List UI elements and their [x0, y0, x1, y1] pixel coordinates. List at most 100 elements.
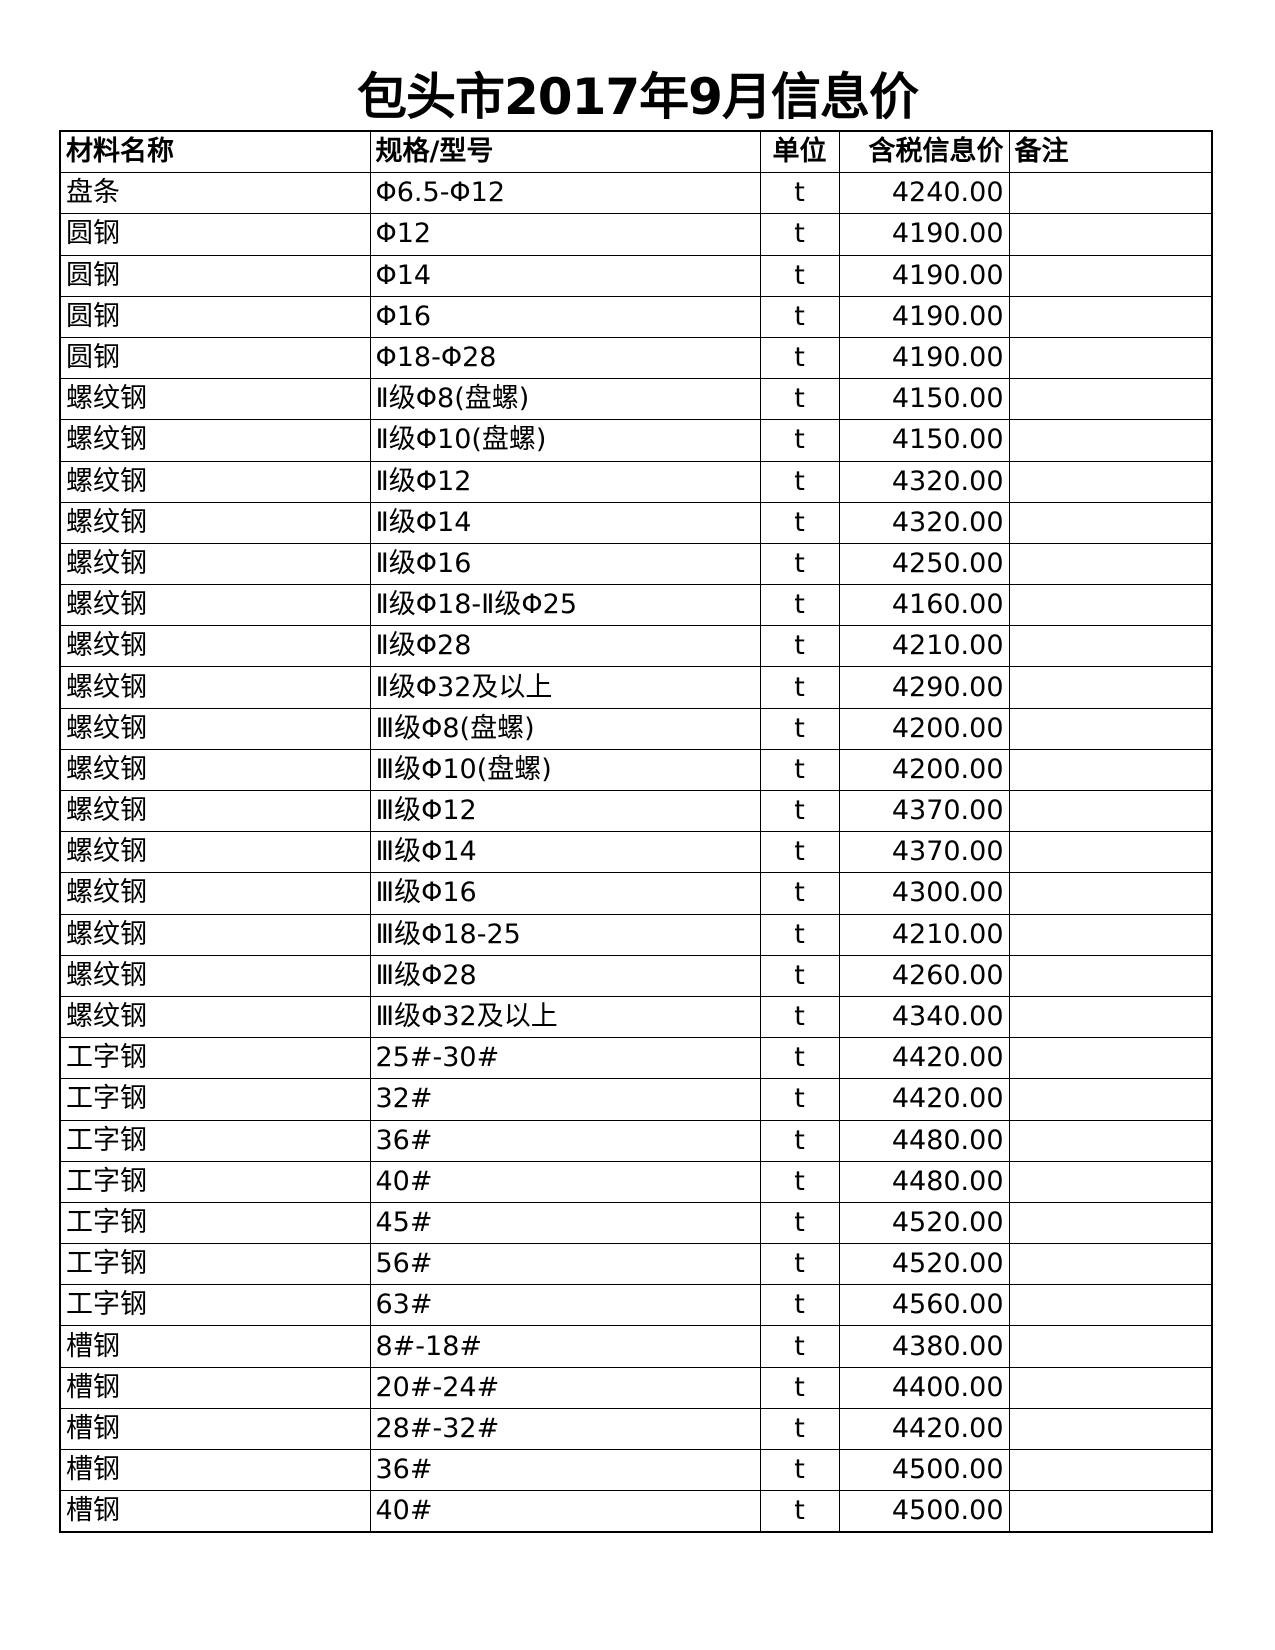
table-row: 工字钢 40# t 4480.00	[59, 1160, 1213, 1203]
cell-unit: t	[759, 378, 840, 421]
cell-material-name: 槽钢	[59, 1366, 371, 1409]
table-row: 工字钢 36# t 4480.00	[59, 1119, 1213, 1162]
cell-price: 4190.00	[838, 254, 1010, 297]
cell-material-name: 盘条	[59, 172, 371, 215]
cell-unit: t	[759, 254, 840, 297]
cell-unit: t	[759, 1490, 840, 1533]
cell-spec: Ⅲ级Φ18-25	[369, 913, 761, 956]
cell-unit: t	[759, 872, 840, 915]
cell-note	[1008, 831, 1213, 874]
cell-price: 4500.00	[838, 1490, 1010, 1533]
cell-unit: t	[759, 419, 840, 462]
table-row: 圆钢 Φ18-Φ28 t 4190.00	[59, 336, 1213, 380]
cell-price: 4420.00	[838, 1037, 1010, 1080]
cell-spec: 40#	[369, 1490, 761, 1533]
cell-unit: t	[759, 460, 840, 503]
cell-price: 4560.00	[838, 1284, 1010, 1327]
cell-spec: Φ14	[369, 254, 761, 297]
cell-material-name: 工字钢	[59, 1284, 371, 1327]
cell-unit: t	[759, 213, 840, 256]
table-row: 圆钢 Φ14 t 4190.00	[59, 254, 1213, 297]
cell-note	[1008, 584, 1213, 627]
cell-spec: Ⅱ级Φ12	[369, 460, 761, 503]
cell-unit: t	[759, 1160, 840, 1203]
table-row: 螺纹钢 Ⅱ级Φ12 t 4320.00	[59, 460, 1213, 503]
cell-material-name: 螺纹钢	[59, 872, 371, 915]
cell-price: 4300.00	[838, 872, 1010, 915]
cell-spec: 8#-18#	[369, 1325, 761, 1368]
cell-spec: 20#-24#	[369, 1366, 761, 1409]
cell-material-name: 圆钢	[59, 254, 371, 297]
cell-note	[1008, 995, 1213, 1039]
cell-note	[1008, 1490, 1213, 1533]
cell-note	[1008, 666, 1213, 709]
cell-material-name: 工字钢	[59, 1160, 371, 1203]
cell-unit: t	[759, 1119, 840, 1162]
cell-spec: Ⅱ级Φ28	[369, 625, 761, 668]
cell-material-name: 螺纹钢	[59, 666, 371, 709]
cell-unit: t	[759, 1325, 840, 1368]
cell-material-name: 螺纹钢	[59, 378, 371, 421]
cell-material-name: 螺纹钢	[59, 913, 371, 956]
cell-note	[1008, 501, 1213, 544]
cell-unit: t	[759, 584, 840, 627]
cell-note	[1008, 1078, 1213, 1121]
cell-unit: t	[759, 625, 840, 668]
cell-material-name: 工字钢	[59, 1119, 371, 1162]
table-row: 螺纹钢 Ⅱ级Φ16 t 4250.00	[59, 542, 1213, 586]
table-row: 螺纹钢 Ⅱ级Φ18-Ⅱ级Φ25 t 4160.00	[59, 584, 1213, 627]
cell-price: 4370.00	[838, 831, 1010, 874]
cell-material-name: 螺纹钢	[59, 501, 371, 544]
cell-material-name: 螺纹钢	[59, 542, 371, 586]
cell-material-name: 螺纹钢	[59, 707, 371, 750]
cell-note	[1008, 1325, 1213, 1368]
header-spec: 规格/型号	[369, 130, 761, 174]
cell-note	[1008, 172, 1213, 215]
cell-price: 4420.00	[838, 1078, 1010, 1121]
cell-spec: 56#	[369, 1243, 761, 1286]
cell-unit: t	[759, 954, 840, 997]
cell-note	[1008, 625, 1213, 668]
cell-price: 4290.00	[838, 666, 1010, 709]
cell-spec: Φ12	[369, 213, 761, 256]
cell-unit: t	[759, 336, 840, 380]
cell-note	[1008, 336, 1213, 380]
cell-price: 4150.00	[838, 378, 1010, 421]
table-row: 圆钢 Φ16 t 4190.00	[59, 295, 1213, 338]
table-row: 工字钢 56# t 4520.00	[59, 1243, 1213, 1286]
table-row: 螺纹钢 Ⅱ级Φ10(盘螺) t 4150.00	[59, 419, 1213, 462]
cell-price: 4420.00	[838, 1407, 1010, 1451]
cell-price: 4210.00	[838, 913, 1010, 956]
cell-material-name: 工字钢	[59, 1243, 371, 1286]
cell-unit: t	[759, 542, 840, 586]
cell-material-name: 螺纹钢	[59, 789, 371, 833]
cell-material-name: 螺纹钢	[59, 419, 371, 462]
cell-price: 4320.00	[838, 460, 1010, 503]
table-row: 槽钢 40# t 4500.00	[59, 1490, 1213, 1533]
table-row: 螺纹钢 Ⅲ级Φ12 t 4370.00	[59, 789, 1213, 833]
cell-price: 4190.00	[838, 336, 1010, 380]
cell-spec: 28#-32#	[369, 1407, 761, 1451]
cell-note	[1008, 913, 1213, 956]
cell-spec: Φ18-Φ28	[369, 336, 761, 380]
table-row: 螺纹钢 Ⅲ级Φ16 t 4300.00	[59, 872, 1213, 915]
cell-price: 4190.00	[838, 213, 1010, 256]
cell-price: 4400.00	[838, 1366, 1010, 1409]
cell-unit: t	[759, 172, 840, 215]
cell-spec: Ⅲ级Φ32及以上	[369, 995, 761, 1039]
cell-note	[1008, 789, 1213, 833]
cell-price: 4260.00	[838, 954, 1010, 997]
cell-note	[1008, 1284, 1213, 1327]
cell-spec: Ⅱ级Φ16	[369, 542, 761, 586]
cell-price: 4520.00	[838, 1201, 1010, 1245]
cell-price: 4200.00	[838, 748, 1010, 792]
cell-price: 4200.00	[838, 707, 1010, 750]
cell-material-name: 圆钢	[59, 336, 371, 380]
cell-note	[1008, 748, 1213, 792]
cell-unit: t	[759, 1037, 840, 1080]
cell-spec: 25#-30#	[369, 1037, 761, 1080]
table-row: 螺纹钢 Ⅲ级Φ14 t 4370.00	[59, 831, 1213, 874]
cell-unit: t	[759, 748, 840, 792]
header-material-name: 材料名称	[59, 130, 371, 174]
table-row: 工字钢 63# t 4560.00	[59, 1284, 1213, 1327]
